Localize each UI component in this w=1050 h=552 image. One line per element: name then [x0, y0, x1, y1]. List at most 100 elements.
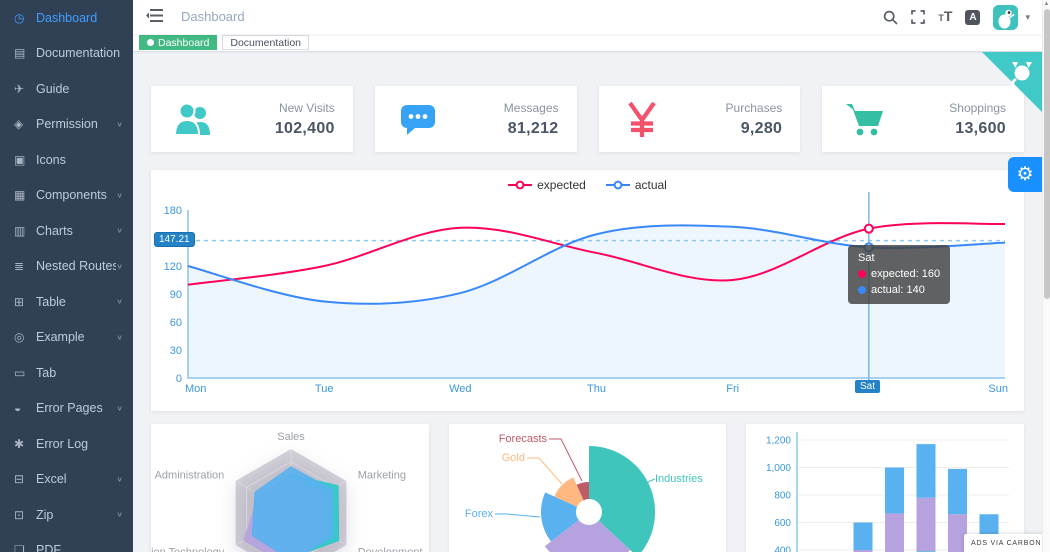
- chevron-down-icon: ∨: [116, 474, 123, 483]
- stat-card-shoppings[interactable]: Shoppings 13,600: [822, 86, 1024, 152]
- svg-text:Thu: Thu: [587, 383, 606, 395]
- stat-card-messages[interactable]: Messages 81,212: [374, 86, 577, 152]
- y-axis-pointer-badge: 147.21: [154, 232, 195, 247]
- tag-dashboard[interactable]: Dashboard: [139, 35, 218, 50]
- stat-card-new-visits[interactable]: New Visits 102,400: [151, 86, 353, 152]
- svg-text:180: 180: [164, 205, 182, 217]
- dashboard-icon: ◷: [14, 10, 25, 25]
- sidebar-item-label: Zip: [36, 507, 54, 522]
- sidebar-item-label: Dashboard: [36, 10, 98, 25]
- svg-text:Mon: Mon: [185, 383, 206, 395]
- sidebar-item-label: Error Pages: [36, 401, 103, 416]
- scrollbar-thumb[interactable]: [1044, 9, 1050, 299]
- caret-down-icon[interactable]: ▾: [1025, 11, 1030, 22]
- hamburger-icon[interactable]: [146, 8, 163, 28]
- svg-text:800: 800: [775, 491, 792, 502]
- search-icon[interactable]: [883, 10, 899, 25]
- stat-value: 102,400: [274, 119, 335, 137]
- sidebar-item-label: Guide: [36, 81, 70, 96]
- scrollbar[interactable]: ▲: [1042, 0, 1050, 552]
- sidebar-item-zip[interactable]: ⊡ Zip ∨: [0, 497, 133, 533]
- line-chart[interactable]: 0 30 60 90 120 180 Mon Tue Wed Thu Fri Sun: [151, 170, 1021, 411]
- documentation-icon: ▤: [14, 46, 26, 61]
- svg-text:600: 600: [775, 518, 792, 529]
- sidebar-item-table[interactable]: ⊞ Table ∨: [0, 284, 133, 320]
- github-corner[interactable]: [982, 52, 1042, 117]
- stat-text: Shoppings 13,600: [949, 101, 1006, 138]
- svg-text:90: 90: [170, 289, 182, 301]
- stat-title: Messages: [503, 100, 559, 115]
- breadcrumb[interactable]: Dashboard: [181, 9, 245, 24]
- stat-value: 13,600: [955, 119, 1006, 137]
- sidebar-item-label: PDF: [36, 543, 61, 552]
- stat-title: Shoppings: [949, 100, 1006, 115]
- icons-icon: ▣: [14, 152, 26, 167]
- legend-marker-icon: [605, 180, 630, 190]
- bottom-charts-row: Sales Marketing Development Information Tec…: [151, 424, 1024, 552]
- shopping-icon: [846, 104, 884, 136]
- charts-icon: ▥: [14, 223, 26, 238]
- sidebar-item-label: Documentation: [36, 46, 121, 61]
- pie-chart[interactable]: Industries Forecasts Gold Forex: [449, 424, 725, 552]
- svg-text:Industries: Industries: [655, 473, 703, 485]
- navbar-actions: TT A ▾: [883, 0, 1030, 34]
- fullscreen-icon[interactable]: [911, 10, 926, 24]
- guide-icon: ✈: [14, 81, 25, 96]
- chevron-down-icon: ∨: [116, 119, 123, 128]
- settings-gear-button[interactable]: ⚙: [1008, 157, 1042, 192]
- sidebar-item-label: Icons: [36, 152, 66, 167]
- nested-routes-icon: ≣: [14, 259, 25, 274]
- sidebar-item-error-log[interactable]: ✱ Error Log: [0, 426, 133, 462]
- svg-text:400: 400: [775, 546, 792, 552]
- main-area: Dashboard TT A ▾ Dashboard Documentation …: [133, 0, 1042, 552]
- line-chart-legend: expected actual: [151, 178, 1024, 192]
- user-avatar[interactable]: [993, 4, 1019, 30]
- sidebar-item-dashboard[interactable]: ◷ Dashboard: [0, 0, 133, 36]
- dashboard-content: New Visits 102,400 Messages 81,212 Purchases…: [133, 86, 1042, 552]
- language-icon[interactable]: A: [965, 9, 981, 25]
- sidebar-item-error-pages[interactable]: ◒ Error Pages ∨: [0, 391, 133, 427]
- tags-view: Dashboard Documentation: [133, 34, 1042, 52]
- sidebar-item-tab[interactable]: ▭ Tab: [0, 355, 133, 391]
- tag-label: Dashboard: [158, 36, 210, 49]
- tag-active-dot: [147, 39, 154, 46]
- text-size-icon[interactable]: TT: [938, 8, 953, 24]
- sidebar-item-nested-routes[interactable]: ≣ Nested Routes ∨: [0, 249, 133, 285]
- bar-chart-card: 1,200 1,000 800 600 400: [746, 424, 1024, 552]
- pdf-icon: ❏: [14, 543, 25, 552]
- svg-text:Sun: Sun: [988, 383, 1008, 395]
- scrollbar-up-arrow[interactable]: ▲: [1043, 1, 1050, 7]
- stat-card-purchases[interactable]: Purchases 9,280: [598, 86, 801, 152]
- sidebar-item-icons[interactable]: ▣ Icons: [0, 142, 133, 178]
- svg-text:1,000: 1,000: [766, 463, 791, 474]
- stat-text: New Visits 102,400: [275, 101, 335, 138]
- stat-title: New Visits: [278, 100, 335, 115]
- sidebar-item-label: Excel: [36, 472, 67, 487]
- svg-text:30: 30: [170, 345, 182, 357]
- carbon-ads[interactable]: ADS VIA CARBON ▾: [964, 534, 1050, 552]
- carbon-ads-label: ADS VIA CARBON: [971, 540, 1042, 547]
- tag-documentation[interactable]: Documentation: [222, 35, 309, 50]
- sidebar-item-guide[interactable]: ✈ Guide: [0, 71, 133, 107]
- radar-chart[interactable]: Sales Marketing Development Information Tec…: [151, 424, 427, 552]
- sidebar: ◷ Dashboard ▤ Documentation ✈ Guide ◈ Permissio…: [0, 0, 133, 552]
- stat-text: Purchases 9,280: [726, 101, 783, 138]
- sidebar-item-pdf[interactable]: ❏ PDF: [0, 533, 133, 552]
- legend-item-expected[interactable]: expected: [508, 178, 586, 192]
- legend-item-actual[interactable]: actual: [605, 178, 667, 192]
- tag-label: Documentation: [230, 36, 301, 49]
- sidebar-item-example[interactable]: ◎ Example ∨: [0, 320, 133, 356]
- stat-cards-row: New Visits 102,400 Messages 81,212 Purchases…: [151, 86, 1024, 152]
- stat-value: 81,212: [507, 119, 559, 137]
- svg-text:Wed: Wed: [449, 383, 471, 395]
- sidebar-item-documentation[interactable]: ▤ Documentation: [0, 36, 133, 72]
- chevron-down-icon: ∨: [116, 226, 123, 235]
- sidebar-item-components[interactable]: ▦ Components ∨: [0, 178, 133, 214]
- sidebar-item-permission[interactable]: ◈ Permission ∨: [0, 107, 133, 143]
- bar-chart[interactable]: 1,200 1,000 800 600 400: [746, 424, 1022, 552]
- sidebar-item-label: Permission: [36, 117, 98, 132]
- sidebar-item-charts[interactable]: ▥ Charts ∨: [0, 213, 133, 249]
- sidebar-item-excel[interactable]: ⊟ Excel ∨: [0, 462, 133, 498]
- people-icon: [173, 102, 210, 136]
- components-icon: ▦: [14, 188, 26, 203]
